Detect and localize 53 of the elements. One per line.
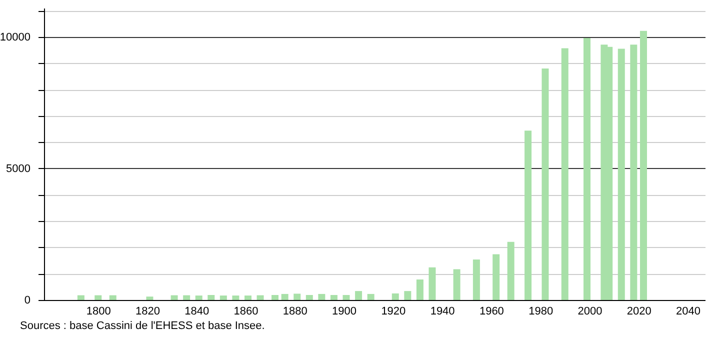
x-tick-label: 1960 (479, 306, 504, 318)
x-tick-label: 1920 (381, 306, 406, 318)
bar (244, 296, 252, 300)
bar (404, 291, 412, 300)
bar (524, 130, 532, 300)
bar (318, 294, 326, 300)
y-tick-label: 5000 (6, 162, 30, 175)
x-tick-label: 1880 (282, 306, 308, 318)
bar (294, 294, 301, 300)
bar (109, 295, 116, 300)
bar (170, 295, 178, 300)
bar (232, 296, 240, 300)
x-tick-label: 1820 (136, 306, 160, 318)
bar (618, 48, 625, 300)
bar (183, 295, 190, 300)
bar (195, 296, 202, 300)
x-tick-label: 1800 (86, 306, 111, 318)
x-tick-label: 1840 (184, 306, 210, 318)
bar (272, 295, 279, 300)
x-tick-label: 2020 (626, 306, 652, 318)
source-note: Sources : base Cassini de l'EHESS et base Insee. (20, 320, 265, 332)
y-tick-label: 10000 (0, 31, 30, 44)
bar (583, 38, 590, 300)
bar (330, 295, 338, 300)
x-tick-label: 2040 (676, 306, 700, 318)
bar (630, 44, 638, 300)
bar (355, 291, 362, 300)
bar (640, 30, 647, 300)
bar (220, 296, 227, 300)
bar (507, 242, 514, 300)
bar (208, 295, 215, 300)
bar (453, 269, 460, 300)
bar (77, 295, 84, 300)
bar (94, 295, 102, 300)
x-tick-label: 1940 (430, 306, 455, 318)
x-tick-label: 1860 (234, 306, 258, 318)
bar (542, 68, 549, 300)
bar (416, 279, 424, 300)
y-tick-label: 0 (24, 294, 30, 306)
bar (561, 48, 568, 300)
bar (256, 295, 264, 300)
bar (306, 295, 313, 300)
bar (281, 294, 288, 300)
bar (492, 254, 500, 300)
bar (428, 267, 436, 300)
bar (367, 294, 374, 300)
x-tick-label: 2000 (578, 306, 602, 318)
bar (146, 296, 154, 300)
x-tick-label: 1980 (528, 306, 554, 318)
bar (472, 259, 480, 300)
bar (392, 293, 399, 300)
bar (342, 295, 350, 300)
x-tick-label: 1900 (332, 306, 357, 318)
